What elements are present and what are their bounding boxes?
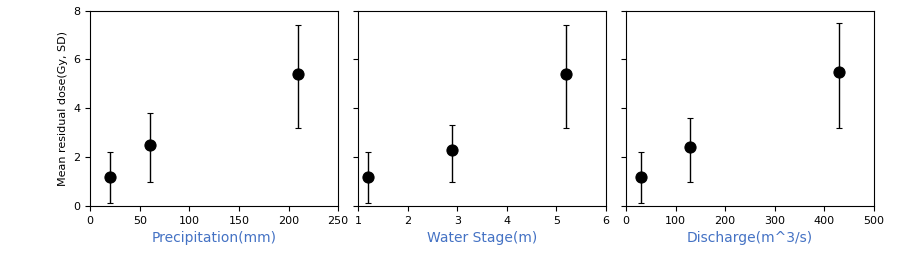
X-axis label: Precipitation(mm): Precipitation(mm) [151, 231, 277, 245]
Y-axis label: Mean residual dose(Gy, SD): Mean residual dose(Gy, SD) [58, 31, 68, 186]
X-axis label: Discharge(m^3/s): Discharge(m^3/s) [687, 231, 813, 245]
X-axis label: Water Stage(m): Water Stage(m) [427, 231, 537, 245]
